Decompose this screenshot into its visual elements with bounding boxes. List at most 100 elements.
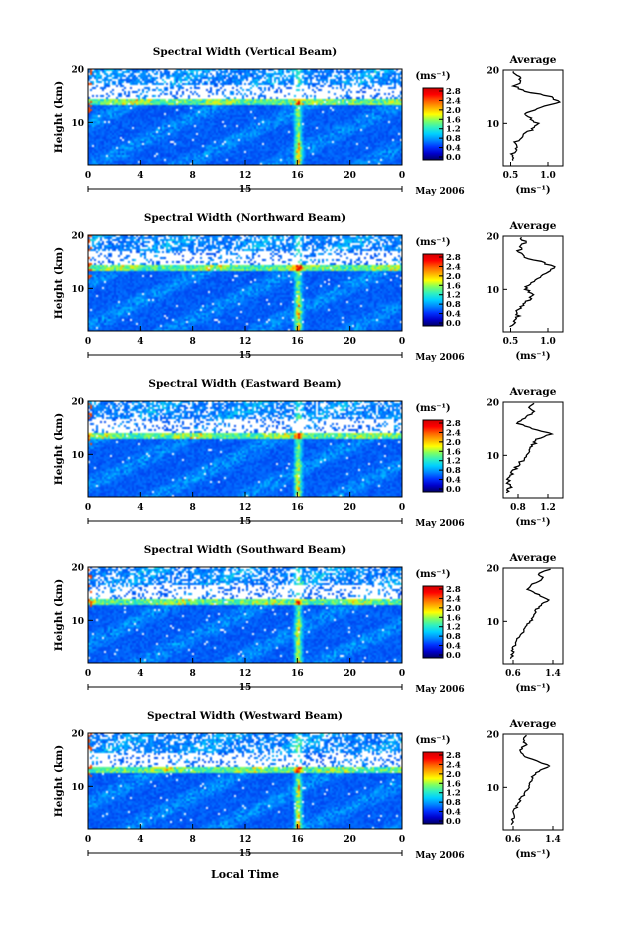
colorbar <box>422 419 444 493</box>
profile-y-tick-label: 20 <box>486 731 499 741</box>
x-tick-label: 0 <box>85 835 91 845</box>
colorbar-tick-label: 1.6 <box>446 779 461 789</box>
x-tick-label: 16 <box>291 835 304 845</box>
profile-x-tick-label: 0.6 <box>505 669 521 679</box>
colorbar-tick-label: 0.4 <box>446 642 461 652</box>
panel-1: Spectral Width (Vertical Beam) Height (km… <box>53 46 564 197</box>
x-tick-label: 4 <box>137 835 143 845</box>
colorbar-tick-label: 2.0 <box>446 604 461 614</box>
colorbar-tick-label: 2.8 <box>446 751 461 761</box>
x-tick-label: 16 <box>291 503 304 513</box>
heatmap-image <box>88 567 402 663</box>
colorbar-tick-label: 0.8 <box>446 134 461 144</box>
colorbar <box>422 87 444 161</box>
colorbar <box>422 751 444 825</box>
colorbar-tick-label: 2.8 <box>446 419 461 429</box>
x-tick-label: 8 <box>190 835 196 845</box>
colorbar-tick-label: 1.2 <box>446 457 461 467</box>
profile-y-tick-label: 10 <box>486 120 499 130</box>
colorbar-unit-label: (ms⁻¹) <box>415 735 450 746</box>
date-label: May 2006 <box>415 187 464 197</box>
y-tick-label: 10 <box>71 285 84 295</box>
x-tick-label: 16 <box>291 669 304 679</box>
profile-y-tick-label: 20 <box>486 565 499 575</box>
profile-line <box>509 236 556 328</box>
x-tick-label: 4 <box>137 503 143 513</box>
x-tick-label: 16 <box>291 171 304 181</box>
colorbar <box>422 253 444 327</box>
heatmap-image <box>88 733 402 829</box>
profile-x-tick-label: 1.4 <box>545 669 561 679</box>
profile-y-tick-label: 10 <box>486 618 499 628</box>
x-tick-label: 12 <box>239 835 252 845</box>
colorbar-unit-label: (ms⁻¹) <box>415 403 450 414</box>
colorbar-tick-label: 0.0 <box>446 485 461 495</box>
profile-x-tick-label: 1.0 <box>540 171 556 181</box>
profile-line <box>509 568 551 659</box>
colorbar-tick-label: 0.4 <box>446 476 461 486</box>
colorbar-tick-label: 0.8 <box>446 466 461 476</box>
profile-x-tick-label: 1.0 <box>540 337 556 347</box>
x-tick-label: 0 <box>85 337 91 347</box>
colorbar-tick-label: 0.8 <box>446 798 461 808</box>
y-tick-label: 10 <box>71 119 84 129</box>
profile-title: Average <box>509 552 557 564</box>
x-tick-label: 4 <box>137 171 143 181</box>
x-tick-label: 4 <box>137 669 143 679</box>
colorbar-tick-label: 2.8 <box>446 585 461 595</box>
colorbar-tick-label: 2.4 <box>446 428 461 438</box>
panel-title: Spectral Width (Southward Beam) <box>144 544 346 556</box>
profile-x-label: (ms⁻¹) <box>515 517 550 528</box>
profile-x-label: (ms⁻¹) <box>515 185 550 196</box>
colorbar-tick-label: 2.4 <box>446 594 461 604</box>
colorbar-tick-label: 1.6 <box>446 281 461 291</box>
colorbar-tick-label: 2.4 <box>446 96 461 106</box>
panel-title: Spectral Width (Eastward Beam) <box>148 378 341 390</box>
x-tick-label: 0 <box>399 337 405 347</box>
profile-frame <box>502 733 564 831</box>
profile-x-tick-label: 0.6 <box>505 835 521 845</box>
x-tick-label: 0 <box>399 171 405 181</box>
y-tick-label: 20 <box>71 232 84 242</box>
profile-y-tick-label: 20 <box>486 233 499 243</box>
x-tick-label: 0 <box>85 171 91 181</box>
x-tick-label: 0 <box>85 503 91 513</box>
colorbar-unit-label: (ms⁻¹) <box>415 237 450 248</box>
y-tick-label: 20 <box>71 730 84 740</box>
heatmap-image <box>88 235 402 331</box>
profile-x-label: (ms⁻¹) <box>515 849 550 860</box>
colorbar-tick-label: 0.0 <box>446 651 461 661</box>
x-tick-label: 20 <box>343 337 356 347</box>
colorbar-tick-label: 2.0 <box>446 438 461 448</box>
x-tick-label: 0 <box>399 503 405 513</box>
panel-2: Spectral Width (Northward Beam) Height (k… <box>53 212 564 363</box>
y-tick-label: 20 <box>71 564 84 574</box>
x-tick-label: 4 <box>137 337 143 347</box>
colorbar-tick-label: 2.4 <box>446 760 461 770</box>
profile-title: Average <box>509 386 557 398</box>
colorbar-unit-label: (ms⁻¹) <box>415 71 450 82</box>
panel-3: Spectral Width (Eastward Beam) Height (km… <box>53 378 564 529</box>
profile-frame <box>502 69 564 167</box>
time-axis-label: Local Time <box>211 868 279 881</box>
x-tick-label: 20 <box>343 171 356 181</box>
colorbar-tick-label: 2.8 <box>446 87 461 97</box>
profile-title: Average <box>509 718 557 730</box>
panel-4: Spectral Width (Southward Beam) Height (k… <box>53 544 564 695</box>
profile-y-tick-label: 10 <box>486 452 499 462</box>
date-label: May 2006 <box>415 519 464 529</box>
colorbar-tick-label: 1.6 <box>446 613 461 623</box>
colorbar-tick-label: 1.2 <box>446 789 461 799</box>
profile-y-tick-label: 20 <box>486 399 499 409</box>
day-label: 15 <box>239 517 252 527</box>
y-tick-label: 20 <box>71 398 84 408</box>
colorbar-tick-label: 0.0 <box>446 319 461 329</box>
y-tick-label: 10 <box>71 783 84 793</box>
y-tick-label: 10 <box>71 451 84 461</box>
panels-group: Spectral Width (Vertical Beam) Height (km… <box>53 46 564 861</box>
x-tick-label: 20 <box>343 503 356 513</box>
x-tick-label: 0 <box>399 835 405 845</box>
y-tick-label: 10 <box>71 617 84 627</box>
profile-x-label: (ms⁻¹) <box>515 683 550 694</box>
